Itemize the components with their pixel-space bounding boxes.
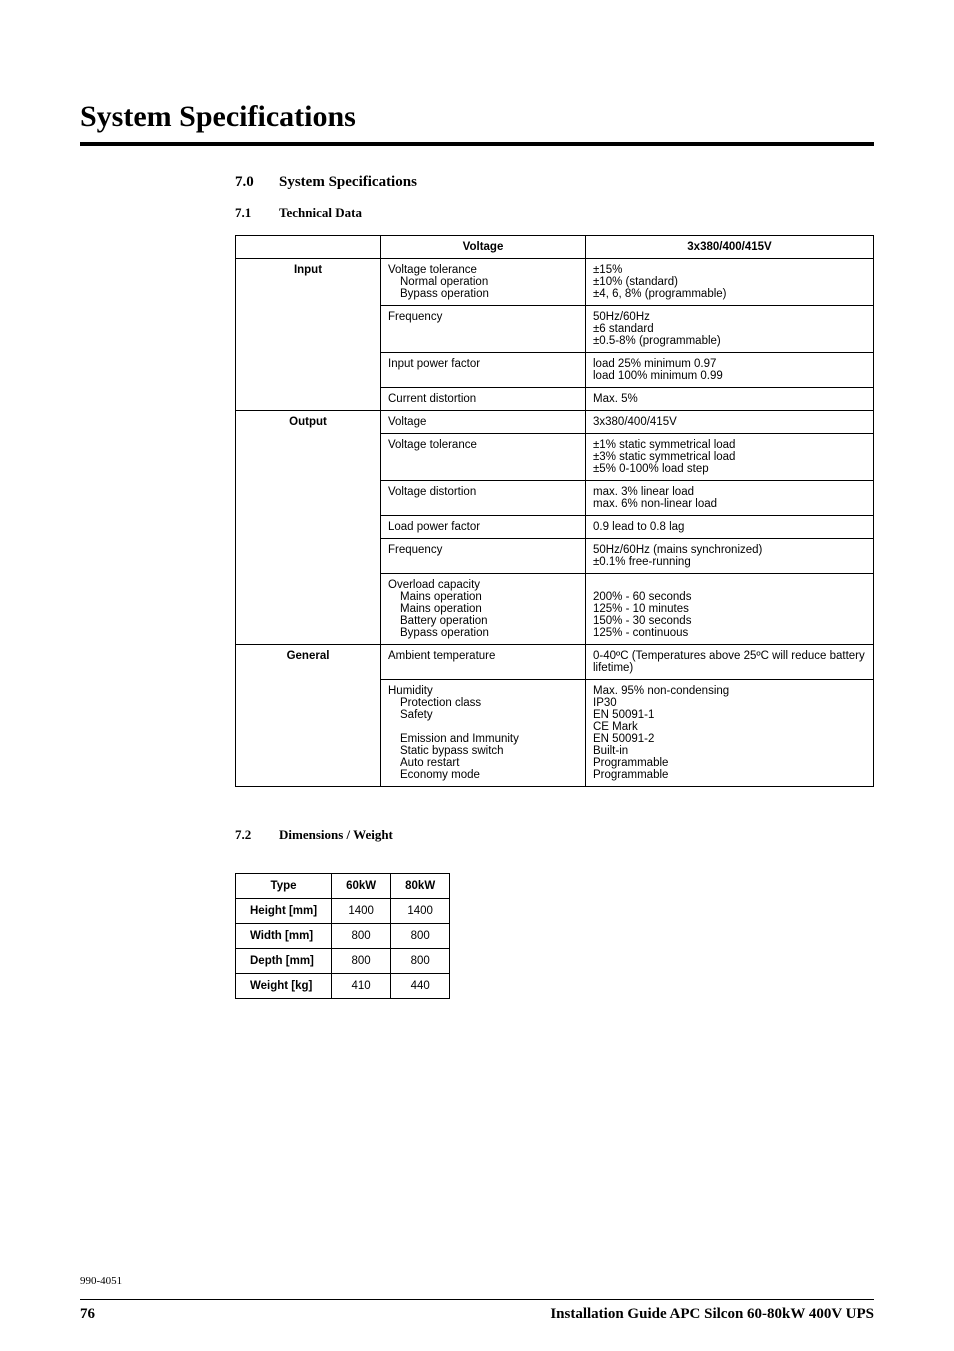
dims-label: Height [mm]	[236, 899, 332, 924]
table-row: InputVoltage toleranceNormal operationBy…	[236, 259, 874, 306]
dims-value: 440	[391, 974, 450, 999]
page-number: 76	[80, 1306, 95, 1323]
dims-value: 800	[391, 924, 450, 949]
dims-value: 800	[391, 949, 450, 974]
doc-number: 990-4051	[80, 1275, 122, 1287]
table-row: Height [mm]14001400	[236, 899, 450, 924]
table-row: Weight [kg]410440	[236, 974, 450, 999]
value-cell: Max. 95% non-condensingIP30EN 50091-1CE …	[586, 680, 874, 787]
dims-label: Weight [kg]	[236, 974, 332, 999]
dims-value: 410	[332, 974, 391, 999]
subsection-number: 7.1	[235, 205, 263, 221]
footer-title: Installation Guide APC Silcon 60-80kW 40…	[550, 1306, 874, 1323]
col-header-3x380: 3x380/400/415V	[586, 236, 874, 259]
value-cell: 200% - 60 seconds125% - 10 minutes150% -…	[586, 574, 874, 645]
category-cell: Input	[236, 259, 381, 411]
value-cell: max. 3% linear loadmax. 6% non-linear lo…	[586, 481, 874, 516]
technical-data-table: Voltage 3x380/400/415V InputVoltage tole…	[235, 235, 874, 787]
subsection-title: Dimensions / Weight	[279, 827, 393, 843]
content-area: 7.0 System Specifications 7.1 Technical …	[235, 174, 874, 999]
page: System Specifications 7.0 System Specifi…	[0, 0, 954, 1351]
param-cell: Current distortion	[381, 388, 586, 411]
dims-col-60kw: 60kW	[332, 874, 391, 899]
param-cell: Voltage toleranceNormal operationBypass …	[381, 259, 586, 306]
dims-label: Width [mm]	[236, 924, 332, 949]
param-cell: Frequency	[381, 306, 586, 353]
col-header-empty	[236, 236, 381, 259]
dims-value: 800	[332, 924, 391, 949]
value-cell: Max. 5%	[586, 388, 874, 411]
value-cell: load 25% minimum 0.97load 100% minimum 0…	[586, 353, 874, 388]
col-header-voltage: Voltage	[381, 236, 586, 259]
dims-col-type: Type	[236, 874, 332, 899]
table-row: Width [mm]800800	[236, 924, 450, 949]
param-cell: HumidityProtection classSafety Emission …	[381, 680, 586, 787]
dimensions-table: Type 60kW 80kW Height [mm]14001400Width …	[235, 873, 450, 999]
dims-col-80kw: 80kW	[391, 874, 450, 899]
subsection-heading: 7.1 Technical Data	[235, 205, 874, 221]
param-cell: Voltage tolerance	[381, 434, 586, 481]
section-title: System Specifications	[279, 174, 417, 191]
value-cell: 0.9 lead to 0.8 lag	[586, 516, 874, 539]
category-cell: General	[236, 645, 381, 787]
category-cell: Output	[236, 411, 381, 645]
page-title: System Specifications	[80, 100, 874, 134]
dims-value: 1400	[332, 899, 391, 924]
table-row: OutputVoltage3x380/400/415V	[236, 411, 874, 434]
dims-value: 1400	[391, 899, 450, 924]
section-heading: 7.0 System Specifications	[235, 174, 874, 191]
param-cell: Ambient temperature	[381, 645, 586, 680]
table-header-row: Type 60kW 80kW	[236, 874, 450, 899]
param-cell: Voltage distortion	[381, 481, 586, 516]
value-cell: 0-40ºC (Temperatures above 25ºC will red…	[586, 645, 874, 680]
section-number: 7.0	[235, 174, 263, 191]
page-footer: 76 Installation Guide APC Silcon 60-80kW…	[80, 1299, 874, 1323]
param-cell: Input power factor	[381, 353, 586, 388]
value-cell: 50Hz/60Hz (mains synchronized)±0.1% free…	[586, 539, 874, 574]
value-cell: ±1% static symmetrical load±3% static sy…	[586, 434, 874, 481]
value-cell: 3x380/400/415V	[586, 411, 874, 434]
param-cell: Frequency	[381, 539, 586, 574]
title-rule	[80, 142, 874, 146]
table-header-row: Voltage 3x380/400/415V	[236, 236, 874, 259]
subsection-number: 7.2	[235, 827, 263, 843]
param-cell: Overload capacityMains operationMains op…	[381, 574, 586, 645]
param-cell: Voltage	[381, 411, 586, 434]
value-cell: ±15%±10% (standard)±4, 6, 8% (programmab…	[586, 259, 874, 306]
param-cell: Load power factor	[381, 516, 586, 539]
value-cell: 50Hz/60Hz±6 standard±0.5-8% (programmabl…	[586, 306, 874, 353]
subsection-heading: 7.2 Dimensions / Weight	[235, 827, 874, 843]
table-row: Depth [mm]800800	[236, 949, 450, 974]
dims-value: 800	[332, 949, 391, 974]
table-row: GeneralAmbient temperature0-40ºC (Temper…	[236, 645, 874, 680]
dims-label: Depth [mm]	[236, 949, 332, 974]
subsection-title: Technical Data	[279, 205, 362, 221]
